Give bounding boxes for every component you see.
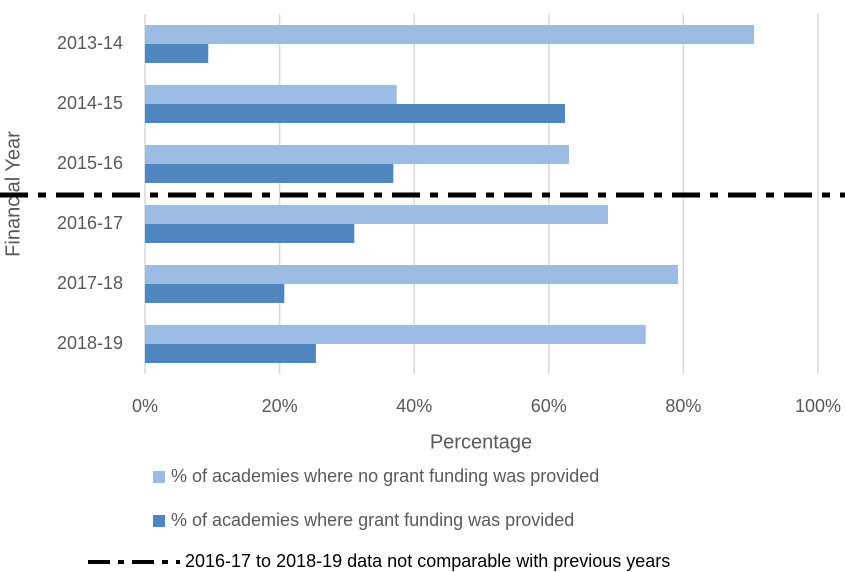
legend-swatch bbox=[153, 515, 165, 527]
y-tick-label: 2015-16 bbox=[57, 153, 123, 173]
x-tick-label: 0% bbox=[132, 396, 158, 416]
bar bbox=[145, 284, 285, 303]
x-tick-label: 80% bbox=[665, 396, 701, 416]
y-tick-label: 2018-19 bbox=[57, 333, 123, 353]
x-tick-label: 100% bbox=[795, 396, 841, 416]
legend-label: % of academies where grant funding was p… bbox=[171, 510, 574, 530]
x-tick-label: 20% bbox=[262, 396, 298, 416]
bar bbox=[145, 164, 394, 183]
bar bbox=[145, 44, 209, 63]
bar bbox=[145, 145, 569, 164]
bar bbox=[145, 205, 609, 224]
x-axis-title: Percentage bbox=[430, 431, 532, 453]
bar bbox=[145, 325, 646, 344]
bar bbox=[145, 265, 679, 284]
y-tick-label: 2016-17 bbox=[57, 213, 123, 233]
bar bbox=[145, 104, 565, 123]
y-tick-label: 2017-18 bbox=[57, 273, 123, 293]
legend-swatch bbox=[153, 471, 165, 483]
bar bbox=[145, 85, 397, 104]
x-tick-label: 60% bbox=[531, 396, 567, 416]
legend-label: % of academies where no grant funding wa… bbox=[171, 466, 599, 486]
bar bbox=[145, 25, 755, 44]
x-tick-label: 40% bbox=[396, 396, 432, 416]
y-tick-label: 2013-14 bbox=[57, 33, 123, 53]
legend-divider-label: 2016-17 to 2018-19 data not comparable w… bbox=[185, 551, 670, 571]
bar bbox=[145, 224, 355, 243]
bar bbox=[145, 344, 316, 363]
y-tick-label: 2014-15 bbox=[57, 93, 123, 113]
